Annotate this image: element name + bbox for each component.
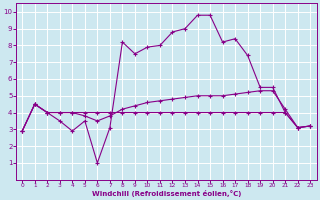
X-axis label: Windchill (Refroidissement éolien,°C): Windchill (Refroidissement éolien,°C): [92, 190, 241, 197]
